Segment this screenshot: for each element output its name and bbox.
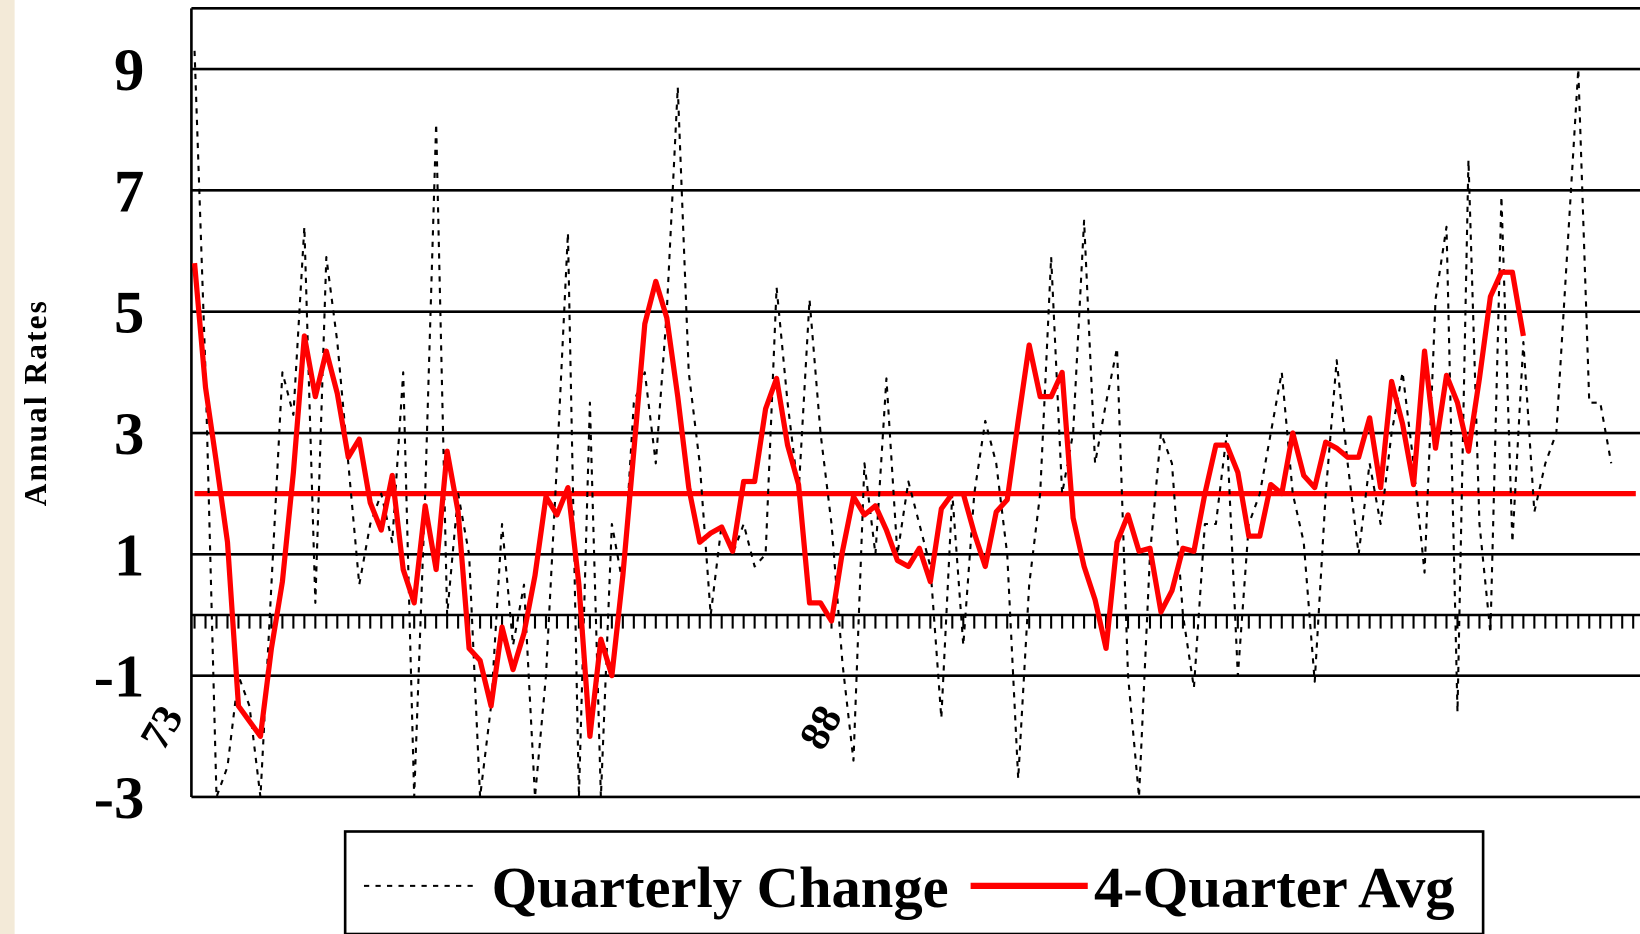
y-axis-label: Annual Rates xyxy=(18,299,53,506)
x-tick-label: 88 xyxy=(791,698,852,757)
legend-label: 4-Quarter Avg xyxy=(1094,855,1455,920)
y-tick-label: -3 xyxy=(94,765,145,832)
y-tick-label: 5 xyxy=(114,280,144,347)
y-tick-label: 7 xyxy=(114,158,144,225)
y-tick-label: 1 xyxy=(114,522,144,589)
side-stripe xyxy=(0,0,15,934)
y-tick-label: 9 xyxy=(114,37,144,104)
legend-label: Quarterly Change xyxy=(492,855,949,920)
y-tick-label: 3 xyxy=(114,401,144,468)
quarterly-line xyxy=(193,50,1613,797)
average-line xyxy=(191,262,1526,739)
legend-box xyxy=(343,830,1485,934)
y-tick-label: -1 xyxy=(94,644,145,711)
